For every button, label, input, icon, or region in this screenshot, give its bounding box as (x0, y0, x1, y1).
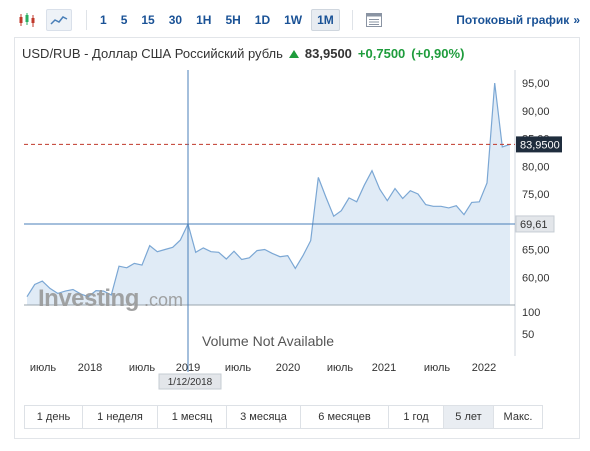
x-tick-label: 2019 (176, 362, 200, 374)
range-button[interactable]: 3 месяца (227, 406, 301, 428)
timeframe-1d[interactable]: 1D (254, 13, 271, 27)
timeframe-15[interactable]: 15 (141, 13, 155, 27)
range-selector: 1 день 1 неделя 1 месяц 3 месяца 6 месяцев 1 … (24, 405, 543, 429)
range-button[interactable]: Макс. (494, 406, 542, 428)
up-arrow-icon (288, 49, 299, 58)
timeframe-1h[interactable]: 1H (196, 13, 212, 27)
x-tick-label: 2018 (78, 362, 102, 374)
x-tick-label: 2021 (372, 362, 396, 374)
streaming-chart-link[interactable]: Потоковый график » (456, 13, 580, 27)
y-tick-label: 75,00 (522, 189, 550, 201)
chart-frame (14, 37, 580, 439)
price-chart[interactable]: 60,0065,0070,0075,0080,0085,0090,0095,00… (0, 0, 590, 400)
timeframe-5[interactable]: 5 (120, 13, 128, 27)
current-price-tag (516, 136, 562, 153)
volume-tick-label: 50 (522, 329, 534, 341)
table-icon[interactable] (361, 9, 387, 31)
chart-toolbar: 1 5 15 30 1H 5H 1D 1W 1M Потоковый график » (14, 4, 580, 36)
range-button[interactable]: 1 месяц (158, 406, 227, 428)
crosshair-price-tag (515, 215, 555, 233)
investing-watermark: Investing (38, 285, 139, 312)
instrument-title: USD/RUB - Доллар США Российский рубль (22, 46, 283, 61)
crosshair-price-label: 69,61 (520, 219, 548, 231)
price-area (27, 83, 510, 305)
timeframe-1m[interactable]: 1M (311, 9, 340, 31)
y-tick-label: 95,00 (522, 78, 550, 90)
y-tick-label: 65,00 (522, 245, 550, 257)
range-button[interactable]: 5 лет (444, 406, 494, 428)
line-chart-icon[interactable] (46, 9, 72, 31)
range-button[interactable]: 1 год (389, 406, 444, 428)
instrument-header: USD/RUB - Доллар США Российский рубль 83… (22, 46, 464, 61)
price-line (26, 83, 511, 298)
timeframe-5h[interactable]: 5H (225, 13, 241, 27)
range-button[interactable]: 6 месяцев (301, 406, 389, 428)
x-tick-label: 2020 (276, 362, 300, 374)
y-tick-label: 80,00 (522, 161, 550, 173)
volume-not-available-text: Volume Not Available (202, 333, 334, 349)
price-change: +0,7500 (357, 46, 406, 61)
timeframe-30[interactable]: 30 (168, 13, 183, 27)
timeframe-group: 1 5 15 30 1H 5H 1D 1W 1M (95, 9, 344, 31)
crosshair-date-label: 1/12/2018 (168, 377, 213, 388)
x-tick-label: 2022 (472, 362, 496, 374)
last-price: 83,9500 (304, 46, 352, 61)
current-price-label: 83,9500 (520, 139, 560, 151)
toolbar-divider (86, 10, 87, 30)
y-tick-label: 90,00 (522, 106, 550, 118)
investing-watermark-domain: .com (144, 290, 183, 310)
x-tick-label: июль (327, 362, 354, 374)
volume-tick-label: 100 (522, 307, 540, 319)
crosshair-date-tag (158, 373, 222, 390)
candlestick-icon[interactable] (14, 9, 40, 31)
toolbar-divider (351, 10, 353, 30)
y-tick-label: 60,00 (522, 272, 550, 284)
price-change-percent: (+0,90%) (411, 46, 465, 61)
range-button[interactable]: 1 неделя (83, 406, 158, 428)
double-chevron-right-icon: » (573, 13, 580, 27)
timeframe-1w[interactable]: 1W (284, 13, 303, 27)
timeframe-1[interactable]: 1 (100, 13, 107, 27)
x-tick-label: июль (424, 362, 451, 374)
x-tick-label: июль (225, 362, 252, 374)
range-button[interactable]: 1 день (25, 406, 83, 428)
x-tick-label: июль (30, 362, 57, 374)
streaming-chart-label[interactable]: Потоковый график (456, 13, 570, 27)
x-tick-label: июль (129, 362, 156, 374)
